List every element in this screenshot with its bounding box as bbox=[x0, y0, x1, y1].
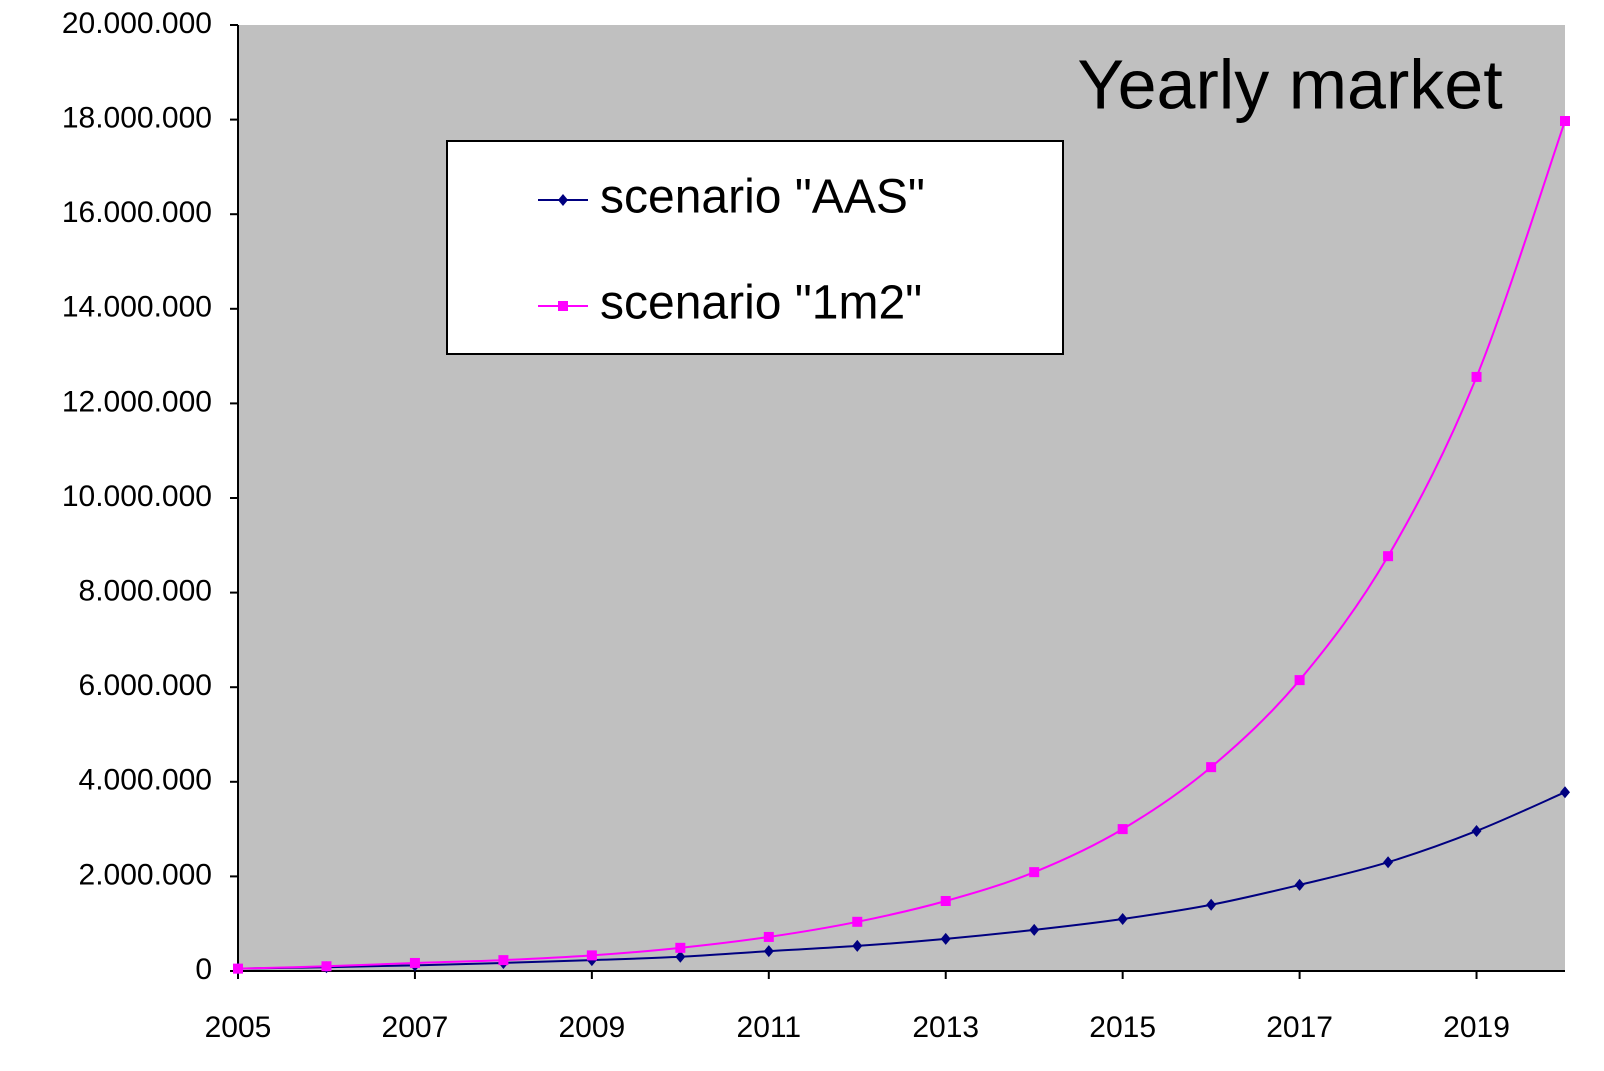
x-tick-label: 2015 bbox=[1089, 1011, 1156, 1044]
marker bbox=[852, 939, 863, 952]
series-line bbox=[237, 791, 1566, 970]
x-tick-label: 2017 bbox=[1266, 1011, 1333, 1044]
y-tick-label: 16.000.000 bbox=[62, 196, 212, 229]
marker bbox=[1206, 762, 1217, 773]
series-line bbox=[237, 120, 1566, 970]
marker bbox=[1383, 856, 1394, 869]
x-tick-label: 2009 bbox=[558, 1011, 625, 1044]
marker bbox=[1560, 786, 1570, 799]
y-tick-label: 12.000.000 bbox=[62, 385, 212, 418]
marker bbox=[498, 955, 509, 966]
chart-title: Yearly market bbox=[1077, 45, 1502, 123]
y-tick-label: 0 bbox=[195, 953, 212, 986]
marker bbox=[675, 942, 686, 953]
legend-label: scenario "1m2" bbox=[600, 277, 922, 330]
marker bbox=[1471, 371, 1482, 382]
x-tick-label: 2019 bbox=[1443, 1011, 1510, 1044]
marker bbox=[852, 916, 863, 927]
x-tick-label: 2013 bbox=[912, 1011, 979, 1044]
marker bbox=[233, 963, 243, 974]
marker bbox=[1294, 675, 1305, 686]
marker bbox=[1471, 824, 1482, 837]
y-tick-label: 10.000.000 bbox=[62, 480, 212, 513]
y-tick-label: 18.000.000 bbox=[62, 102, 212, 135]
marker bbox=[321, 961, 332, 972]
marker bbox=[1029, 923, 1040, 936]
marker bbox=[1117, 912, 1128, 925]
marker bbox=[558, 301, 568, 311]
y-tick-label: 2.000.000 bbox=[79, 858, 212, 891]
marker bbox=[1029, 867, 1040, 878]
marker bbox=[409, 957, 420, 968]
marker bbox=[675, 950, 686, 963]
marker bbox=[1117, 824, 1128, 835]
y-tick-label: 20.000.000 bbox=[62, 7, 212, 40]
y-tick-label: 14.000.000 bbox=[62, 291, 212, 324]
marker bbox=[763, 945, 774, 958]
marker bbox=[558, 194, 568, 206]
y-tick-label: 8.000.000 bbox=[79, 575, 212, 608]
x-tick-label: 2005 bbox=[205, 1011, 272, 1044]
legend bbox=[446, 140, 1064, 355]
marker bbox=[1294, 878, 1305, 891]
marker bbox=[1560, 116, 1570, 127]
x-tick-label: 2007 bbox=[382, 1011, 449, 1044]
x-tick-label: 2011 bbox=[737, 1011, 802, 1044]
y-tick-label: 6.000.000 bbox=[79, 669, 212, 702]
y-tick-label: 4.000.000 bbox=[79, 764, 212, 797]
legend-label: scenario "AAS" bbox=[600, 171, 925, 224]
marker bbox=[763, 931, 774, 942]
marker bbox=[586, 950, 597, 961]
marker bbox=[1383, 551, 1394, 562]
marker bbox=[940, 895, 951, 906]
marker bbox=[1206, 898, 1217, 911]
marker bbox=[940, 932, 951, 945]
